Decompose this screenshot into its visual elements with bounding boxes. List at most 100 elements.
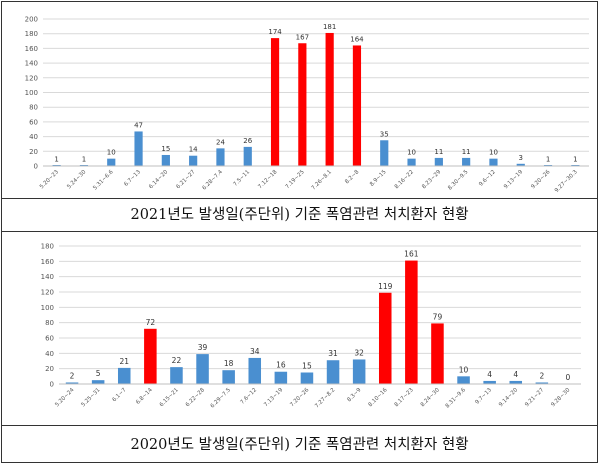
bar	[535, 382, 549, 384]
x-tick-label: 6.28~7.4	[202, 169, 225, 192]
data-label: 21	[119, 357, 129, 366]
data-label: 0	[566, 373, 571, 382]
data-label: 34	[250, 347, 260, 356]
x-tick-label: 7.6~12	[240, 387, 259, 406]
bar	[144, 328, 157, 384]
x-tick-label: 8.30~9.5	[447, 169, 470, 192]
x-tick-label: 7.5~11	[233, 169, 252, 188]
bar	[248, 357, 262, 384]
bar	[405, 260, 418, 384]
bar	[107, 158, 116, 166]
bar	[270, 38, 280, 166]
bar	[222, 370, 235, 384]
bar	[352, 359, 366, 384]
data-label: 164	[350, 35, 364, 43]
data-label: 10	[107, 149, 116, 157]
x-tick-label: 6.7~13	[123, 169, 142, 188]
data-label: 10	[407, 149, 416, 157]
x-tick-label: 5.31~6.6	[92, 169, 115, 192]
bar	[274, 371, 288, 384]
bar	[462, 157, 471, 166]
x-tick-label: 9.20~26	[530, 169, 551, 190]
x-tick-label: 9.6~12	[478, 169, 497, 188]
x-tick-label: 9.7~13	[474, 387, 493, 406]
x-tick-label: 8.9~15	[369, 169, 388, 188]
data-label: 72	[146, 318, 156, 327]
x-tick-label: 5.25~31	[80, 387, 101, 408]
x-tick-label: 8.17~23	[394, 387, 415, 408]
x-tick-label: 7.26~8.1	[311, 169, 333, 191]
y-tick-label: 180	[25, 30, 38, 38]
x-tick-label: 5.20~24	[54, 387, 75, 408]
data-label: 161	[404, 250, 419, 259]
data-label: 4	[487, 370, 492, 379]
bar	[407, 158, 416, 166]
data-label: 39	[198, 343, 208, 352]
data-label: 11	[462, 148, 471, 156]
y-tick-label: 100	[41, 304, 54, 312]
y-tick-label: 120	[41, 289, 54, 297]
y-tick-label: 160	[25, 45, 38, 53]
bar	[298, 43, 307, 166]
y-tick-label: 40	[45, 350, 54, 358]
data-label: 2	[70, 371, 75, 380]
x-tick-label: 6.22~28	[185, 387, 206, 408]
x-tick-label: 7.12~18	[257, 169, 278, 190]
data-label: 18	[224, 359, 234, 368]
x-tick-label: 7.19~25	[285, 169, 306, 190]
data-label: 14	[189, 146, 198, 154]
y-tick-label: 60	[45, 335, 54, 343]
data-label: 24	[216, 138, 225, 146]
bar	[216, 148, 225, 166]
bar	[189, 155, 198, 166]
chart-panel-2020: 0 20 40 60 80 100 120 140 160 180 2 5.20~24 5 5.25~31…	[1, 231, 598, 463]
x-tick-label: 9.14~20	[498, 387, 519, 408]
bar	[380, 140, 389, 166]
bar	[325, 32, 334, 167]
x-tick-label: 6.21~27	[175, 169, 196, 190]
x-tick-label: 6.15~21	[159, 387, 180, 408]
x-tick-label: 8.24~30	[420, 387, 441, 408]
y-tick-label: 160	[41, 258, 54, 266]
y-tick-label: 120	[25, 74, 38, 82]
data-label: 11	[434, 148, 443, 156]
bar-chart-2021: 0 20 40 60 80 100 120 140 160 180 200 1 5.20~23 1 5.24…	[25, 16, 589, 194]
plot-area	[59, 246, 581, 384]
x-tick-label: 8.3~9	[346, 387, 363, 404]
bar	[117, 367, 131, 384]
x-tick-label: 7.13~19	[263, 387, 284, 408]
bar	[489, 158, 498, 166]
data-label: 79	[433, 312, 443, 321]
bar	[243, 146, 252, 166]
bar	[196, 354, 209, 384]
data-label: 10	[459, 365, 469, 374]
chart-panel-2021: 0 20 40 60 80 100 120 140 160 180 200 1 5.20~23 1 5.24…	[1, 1, 598, 231]
bar	[509, 380, 523, 384]
bar	[483, 380, 496, 384]
data-label: 32	[354, 348, 364, 357]
y-tick-label: 60	[29, 118, 38, 126]
y-tick-label: 140	[41, 273, 54, 281]
data-label: 174	[268, 28, 282, 36]
bar	[65, 382, 79, 384]
x-tick-label: 9.21~27	[524, 387, 545, 408]
y-tick-label: 0	[50, 381, 54, 389]
data-label: 47	[134, 121, 143, 129]
x-tick-label: 6.8~14	[135, 387, 154, 406]
bar	[516, 163, 525, 166]
y-tick-label: 80	[29, 104, 38, 112]
bar	[378, 292, 392, 384]
data-label: 3	[519, 154, 523, 162]
data-label: 119	[378, 282, 393, 291]
x-tick-label: 8.23~29	[421, 169, 442, 190]
data-label: 16	[276, 361, 286, 370]
bar-chart-2020: 02040608010012014016018025.20~2455.25~31…	[41, 243, 581, 410]
chart-caption-2021: 2021년도 발생일(주단위) 기준 폭염관련 처치환자 현황	[1, 198, 598, 231]
bar	[91, 380, 105, 384]
data-label: 2	[539, 371, 544, 380]
x-tick-label: 8.16~22	[394, 169, 415, 190]
data-label: 5	[96, 369, 101, 378]
x-tick-label: 7.20~26	[289, 387, 310, 408]
x-tick-label: 8.31~9.6	[445, 387, 468, 410]
data-label: 167	[296, 33, 309, 41]
